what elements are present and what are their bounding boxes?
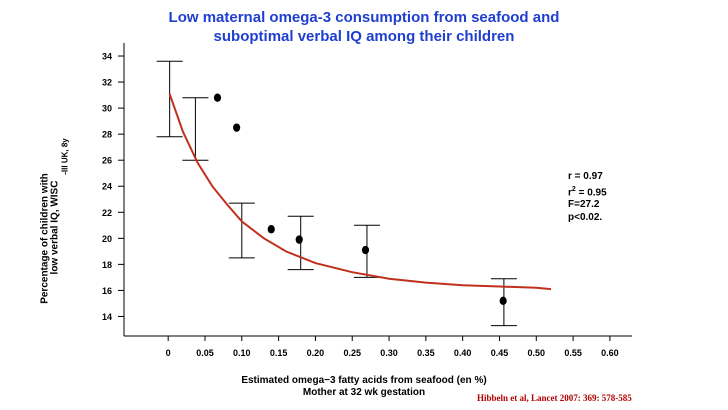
x-tick-label: 0.05 [196,348,214,358]
y-tick-label: 14 [102,312,112,322]
data-point [295,235,303,244]
x-tick-label: 0.10 [233,348,251,358]
x-tick-label: 0.60 [601,348,619,358]
stat-r2-suffix: = 0.95 [575,186,607,198]
y-tick-label: 20 [102,234,112,244]
data-point [233,123,241,132]
y-tick-label: 34 [102,52,112,62]
x-tick-label: 0.15 [270,348,288,358]
x-tick-label: 0.40 [454,348,472,358]
fit-statistics: r = 0.97 r2 = 0.95 F=27.2 p<0.02. [568,171,607,224]
data-point [267,225,275,234]
x-axis-label-line-1: Estimated omega−3 fatty acids from seafo… [241,375,487,386]
stat-p: p<0.02. [568,211,603,223]
y-axis-label-superscript: -III UK, 8y [60,138,70,175]
y-tick-label: 24 [102,182,112,192]
x-tick-label: 0.30 [380,348,398,358]
x-tick-label: 0.20 [307,348,325,358]
y-tick-label: 22 [102,208,112,218]
citation: Hibbeln et al, Lancet 2007: 369: 578-585 [477,393,632,403]
x-tick-label: 0.50 [528,348,546,358]
data-point [499,296,507,306]
fit-curve [168,93,552,291]
x-axis-label-line-2: Mother at 32 wk gestation [302,387,426,398]
y-axis-label-line-2: low verbal IQ, WISC [49,180,61,275]
chart-title-line-1: Low maternal omega-3 consumption from se… [168,9,560,26]
stat-r-squared: r2 = 0.95 [568,184,607,200]
x-tick-label: 0 [166,348,171,358]
x-tick-label: 0.55 [564,348,582,358]
x-tick-label: 0.45 [491,348,509,358]
chart-title-line-2: suboptimal verbal IQ among their childre… [213,28,515,45]
data-point [213,93,222,102]
y-tick-label: 16 [102,286,112,296]
y-tick-label: 30 [102,104,112,114]
stat-r: r = 0.97 [568,171,603,182]
data-point [361,245,370,255]
y-tick-label: 32 [102,78,112,88]
y-tick-label: 28 [102,130,112,140]
y-tick-label: 18 [102,260,112,270]
stat-r2-prefix: r [568,186,572,198]
x-tick-label: 0.35 [417,348,435,358]
y-tick-label: 26 [102,156,112,166]
x-tick-label: 0.25 [343,348,361,358]
stat-r2-sup: 2 [571,185,576,193]
chart-title: Low maternal omega-3 consumption from se… [0,8,728,46]
stat-f: F=27.2 [568,199,600,211]
